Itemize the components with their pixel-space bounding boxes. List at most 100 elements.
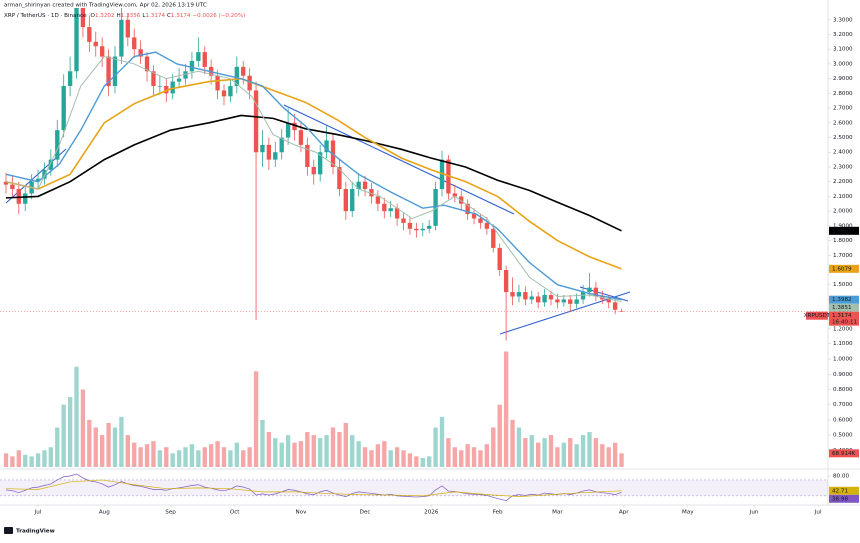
volume-pane: [3, 351, 624, 467]
volume-bar: [215, 441, 220, 467]
candle-body: [61, 86, 66, 131]
volume-bar: [93, 427, 98, 467]
x-tick-label: Jul: [814, 510, 822, 516]
ma-badge-value: 1.8661: [832, 228, 852, 234]
volume-badge: [829, 449, 859, 458]
x-tick-label: 2026: [424, 510, 439, 516]
y-tick-label: 1.0000: [833, 357, 853, 363]
x-tick-label: Dec: [360, 510, 371, 516]
candle-body: [388, 208, 393, 212]
ohlc-value: 1.3174: [145, 13, 165, 19]
price-badge-value: 1.3174: [832, 313, 852, 319]
ma-badge: [829, 303, 859, 312]
rsi-ma-badge: [829, 486, 859, 495]
volume-bar: [465, 444, 470, 467]
volume-bar: [132, 442, 137, 467]
candle-body: [189, 60, 195, 72]
volume-bar: [247, 447, 252, 467]
volume-bar: [388, 450, 393, 467]
volume-bar: [574, 444, 579, 467]
candle-body: [196, 52, 201, 61]
candle-body: [465, 203, 470, 215]
candle-body: [350, 189, 355, 212]
ohlc-label: H: [117, 13, 121, 19]
candle-body: [535, 296, 541, 303]
x-tick-label: Aug: [99, 510, 110, 516]
volume-bar: [414, 456, 419, 467]
candle-body: [132, 37, 137, 50]
volume-bar: [587, 432, 592, 467]
change: −0.0026 (−0.20%): [193, 13, 246, 19]
candle-body: [317, 152, 323, 175]
y-tick-label: 0.6000: [833, 417, 853, 423]
candle-body: [285, 122, 291, 138]
candle-body: [356, 181, 361, 190]
candle-body: [99, 46, 105, 57]
volume-bar: [337, 432, 342, 467]
candle-body: [337, 166, 342, 190]
volume-bar: [407, 453, 413, 467]
candle-body: [55, 130, 60, 160]
candle-body: [452, 193, 458, 197]
x-tick-label: Oct: [230, 510, 240, 516]
candle-body: [606, 299, 611, 303]
volume-bar: [42, 450, 47, 467]
moving-average: [5, 114, 622, 232]
ma-badge: [829, 226, 859, 235]
volume-bar: [273, 438, 278, 467]
y-tick-label: 0.7000: [833, 402, 853, 408]
candle-body: [144, 56, 150, 72]
y-tick-label: 1.1000: [833, 341, 853, 347]
volume-bar: [324, 435, 329, 467]
ma-badge-value: 1.3982: [832, 297, 852, 303]
candle-body: [106, 56, 111, 87]
volume-bar: [99, 435, 105, 467]
ohlc-value: 1.3356: [121, 13, 141, 19]
candle-body: [10, 184, 15, 190]
rsi-line: [5, 473, 622, 501]
volume-bar: [10, 456, 15, 467]
volume-bar: [67, 397, 73, 467]
candle-body: [414, 228, 419, 231]
volume-bar: [330, 427, 336, 467]
candle-body: [516, 292, 522, 297]
volume-bar: [382, 441, 387, 467]
candle-body: [170, 81, 175, 94]
y-tick-label: 3.1000: [833, 47, 853, 53]
y-tick-label: 2.0000: [833, 209, 853, 215]
y-tick-label: 0.5000: [833, 433, 853, 439]
candle-body: [138, 49, 143, 57]
candle-body: [215, 75, 220, 91]
volume-bar: [561, 442, 567, 467]
candle-body: [42, 169, 47, 179]
y-tick-label: 3.2000: [833, 32, 853, 38]
moving-average: [5, 51, 622, 301]
candle-body: [593, 287, 599, 297]
candle-body: [369, 189, 374, 197]
volume-bar: [61, 404, 66, 467]
candle-body: [80, 8, 86, 28]
volume-bar: [612, 442, 618, 467]
x-tick-label: Sep: [165, 510, 176, 516]
candle-body: [241, 66, 246, 76]
candle-body: [324, 140, 329, 153]
moving-average: [5, 77, 622, 270]
volume-bar: [555, 447, 560, 467]
logo-text: TradingView: [16, 529, 55, 535]
volume-bar: [55, 427, 60, 467]
volume-bar: [260, 419, 265, 467]
logo: TradingView: [4, 527, 55, 535]
candle-body: [221, 90, 227, 97]
rsi-ma-badge-value: 42.71: [832, 488, 848, 494]
x-tick-label: Jul: [34, 510, 42, 516]
candle-body: [459, 196, 464, 204]
attribution: arman_shirinyan created with TradingView…: [4, 3, 207, 9]
volume-bar: [439, 416, 445, 467]
candle-body: [93, 41, 98, 47]
y-tick-label: 1.5000: [833, 282, 853, 288]
symbol-legend: XRP / TetherUS · 1D · Binance O1.3202 H1.3…: [4, 13, 245, 19]
y-tick-label: 2.5000: [833, 135, 853, 141]
volume-bar: [350, 435, 355, 467]
x-tick-label: Jun: [749, 510, 759, 516]
volume-bar: [510, 419, 515, 467]
